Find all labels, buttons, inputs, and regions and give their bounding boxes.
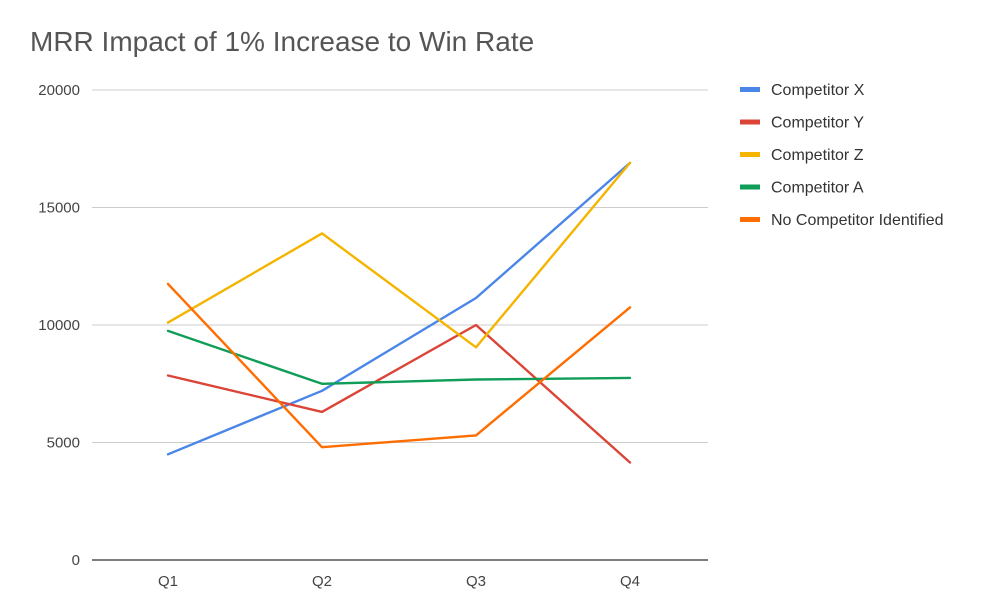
series-line-competitor-z <box>166 161 632 349</box>
y-tick-label: 0 <box>72 552 80 569</box>
series-line-competitor-a <box>166 329 632 385</box>
y-tick-label: 15000 <box>38 200 80 217</box>
y-tick-label: 20000 <box>38 82 80 99</box>
legend-label: Competitor Y <box>771 115 864 132</box>
series-lines <box>166 161 632 464</box>
series-line-competitor-x <box>166 161 632 456</box>
legend-swatch <box>740 217 760 222</box>
legend-swatch <box>740 87 760 92</box>
legend-label: Competitor A <box>771 180 864 197</box>
x-tick-label: Q3 <box>466 573 486 590</box>
y-tick-label: 10000 <box>38 317 80 334</box>
chart-title: MRR Impact of 1% Increase to Win Rate <box>30 26 535 57</box>
legend-swatch <box>740 184 760 190</box>
y-tick-label: 5000 <box>47 435 80 452</box>
gridlines <box>92 89 708 443</box>
series-line-no-competitor-identified <box>166 282 632 449</box>
legend-label: Competitor Z <box>771 147 864 164</box>
legend-swatch <box>740 152 760 157</box>
legend-label: No Competitor Identified <box>771 212 944 229</box>
legend-swatch <box>740 119 760 125</box>
x-tick-label: Q1 <box>158 573 178 590</box>
x-tick-label: Q2 <box>312 573 332 590</box>
axes: 0 5000 10000 15000 20000 Q1 Q2 Q3 Q4 <box>38 82 708 590</box>
legend: Competitor X Competitor Y Competitor Z Comp… <box>740 82 944 229</box>
series-line-competitor-y <box>166 323 632 464</box>
x-tick-label: Q4 <box>620 573 640 590</box>
legend-label: Competitor X <box>771 82 865 99</box>
